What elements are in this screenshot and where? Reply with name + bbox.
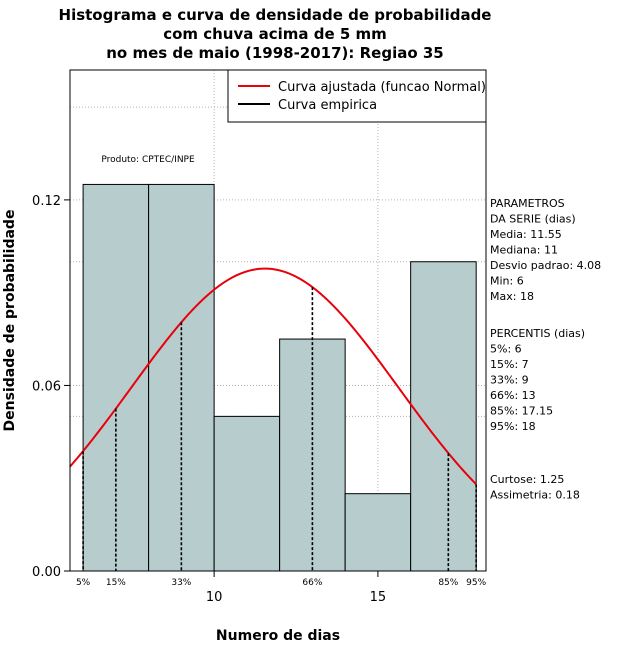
histogram-bar: [213, 415, 281, 572]
stats-line: Desvio padrao: 4.08: [490, 259, 601, 272]
histogram-bar: [410, 261, 477, 572]
percentile-label: 5%: [76, 578, 91, 588]
stats-line: 66%: 13: [490, 389, 536, 402]
title-line: Histograma e curva de densidade de proba…: [59, 6, 492, 24]
histogram-bar: [344, 493, 412, 572]
y-tick-label: 0.06: [32, 379, 61, 394]
x-tick-label: 10: [206, 590, 223, 605]
title-line: com chuva acima de 5 mm: [163, 25, 387, 43]
stats-line: PERCENTIS (dias): [490, 327, 585, 340]
percentile-label: 33%: [171, 578, 191, 588]
percentile-label: 66%: [302, 578, 322, 588]
normal-curve-line: [69, 267, 477, 486]
x-axis-label: Numero de dias: [216, 628, 340, 644]
normal-curve: [69, 267, 477, 486]
stats-line: Mediana: 11: [490, 244, 558, 257]
stats-line: Media: 11.55: [490, 228, 562, 241]
stats-line: DA SERIE (dias): [490, 213, 576, 226]
stats-line: 5%: 6: [490, 343, 522, 356]
axes: 10 15 0.00 0.06 0.12 Numero de dias Densidade …: [2, 69, 487, 644]
stats-line: PARAMETROS: [490, 197, 565, 210]
legend-entry: Curva empirica: [278, 98, 377, 113]
y-tick-label: 0.12: [32, 194, 61, 209]
stats-line: Min: 6: [490, 275, 524, 288]
stats-line: Assimetria: 0.18: [490, 489, 580, 502]
stats-line: 85%: 17.15: [490, 405, 553, 418]
percentile-label: 15%: [106, 578, 126, 588]
stats-line: 33%: 9: [490, 374, 529, 387]
stats-line: Curtose: 1.25: [490, 473, 564, 486]
y-axis-label: Densidade de probabilidade: [2, 210, 18, 432]
stats-line: 95%: 18: [490, 420, 536, 433]
histogram-bars: [82, 183, 477, 572]
x-tick-label: 15: [370, 590, 387, 605]
percentile-label: 85%: [438, 578, 458, 588]
y-tick-label: 0.00: [32, 565, 61, 580]
statistics-panel: PARAMETROS DA SERIE (dias) Media: 11.55 M…: [490, 197, 601, 502]
legend: Curva ajustada (funcao Normal) Curva empi…: [227, 69, 487, 123]
legend-entry: Curva ajustada (funcao Normal): [278, 80, 486, 95]
stats-line: Max: 18: [490, 290, 534, 303]
percentile-label: 95%: [466, 578, 486, 588]
percentile-markers: 5% 15% 33% 66% 85% 95%: [76, 287, 487, 588]
chart-title: Histograma e curva de densidade de proba…: [59, 6, 492, 62]
product-label: Produto: CPTEC/INPE: [101, 155, 195, 165]
legend-box: [227, 69, 487, 123]
title-line: no mes de maio (1998-2017): Regiao 35: [106, 44, 444, 62]
stats-line: 15%: 7: [490, 358, 529, 371]
